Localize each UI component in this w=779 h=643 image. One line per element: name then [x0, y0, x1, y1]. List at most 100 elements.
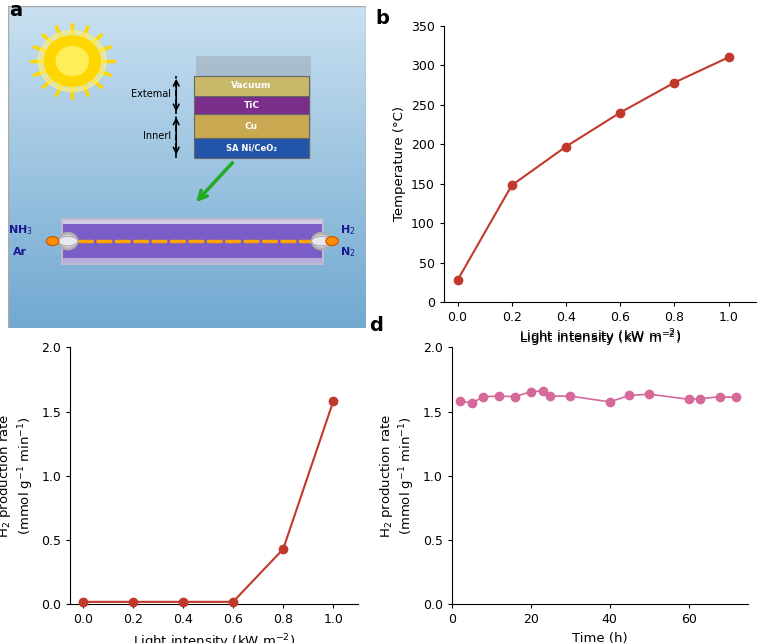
Polygon shape: [8, 193, 366, 196]
Polygon shape: [8, 90, 366, 93]
Polygon shape: [8, 190, 366, 193]
Polygon shape: [8, 132, 366, 135]
Polygon shape: [8, 170, 366, 174]
Polygon shape: [8, 93, 366, 96]
Polygon shape: [8, 318, 366, 322]
Ellipse shape: [58, 232, 78, 250]
Polygon shape: [8, 125, 366, 129]
Polygon shape: [8, 293, 366, 296]
Polygon shape: [8, 180, 366, 183]
Polygon shape: [8, 151, 366, 154]
Polygon shape: [8, 315, 366, 318]
Ellipse shape: [58, 237, 78, 246]
Text: SA Ni/CeO₂: SA Ni/CeO₂: [226, 143, 277, 152]
Polygon shape: [8, 16, 366, 19]
Polygon shape: [8, 296, 366, 299]
Polygon shape: [8, 241, 366, 244]
Polygon shape: [8, 100, 366, 103]
Polygon shape: [8, 55, 366, 58]
Polygon shape: [8, 177, 366, 180]
Polygon shape: [8, 148, 366, 151]
FancyBboxPatch shape: [62, 258, 323, 264]
Y-axis label: H$_2$ production rate
(mmol g$^{-1}$ min$^{-1}$): H$_2$ production rate (mmol g$^{-1}$ min…: [378, 413, 418, 538]
Polygon shape: [8, 264, 366, 267]
Polygon shape: [8, 109, 366, 113]
Circle shape: [56, 46, 88, 75]
Polygon shape: [8, 219, 366, 222]
Circle shape: [44, 36, 100, 86]
Polygon shape: [8, 196, 366, 199]
Ellipse shape: [312, 234, 331, 248]
Text: d: d: [369, 316, 382, 336]
Polygon shape: [8, 135, 366, 138]
Polygon shape: [8, 106, 366, 109]
FancyBboxPatch shape: [194, 138, 308, 158]
Polygon shape: [8, 248, 366, 251]
Y-axis label: H$_2$ production rate
(mmol g$^{-1}$ min$^{-1}$): H$_2$ production rate (mmol g$^{-1}$ min…: [0, 413, 36, 538]
Polygon shape: [8, 138, 366, 141]
Polygon shape: [8, 23, 366, 26]
Polygon shape: [8, 251, 366, 254]
Polygon shape: [8, 74, 366, 77]
Polygon shape: [8, 164, 366, 167]
Polygon shape: [8, 116, 366, 119]
Polygon shape: [8, 222, 366, 225]
Polygon shape: [8, 280, 366, 283]
Polygon shape: [8, 231, 366, 235]
Ellipse shape: [326, 237, 338, 246]
Polygon shape: [8, 129, 366, 132]
FancyBboxPatch shape: [196, 57, 311, 159]
Polygon shape: [8, 158, 366, 161]
Polygon shape: [8, 254, 366, 257]
Polygon shape: [8, 212, 366, 215]
Text: Cu: Cu: [245, 122, 258, 131]
Polygon shape: [8, 68, 366, 71]
FancyBboxPatch shape: [194, 114, 308, 138]
Polygon shape: [8, 215, 366, 219]
Polygon shape: [8, 174, 366, 177]
Polygon shape: [8, 309, 366, 312]
Polygon shape: [8, 235, 366, 238]
Text: a: a: [9, 1, 22, 20]
X-axis label: Time (h): Time (h): [572, 632, 628, 643]
Polygon shape: [8, 45, 366, 48]
Circle shape: [38, 30, 106, 91]
Polygon shape: [8, 299, 366, 302]
Polygon shape: [8, 228, 366, 231]
Text: NH$_3$: NH$_3$: [8, 223, 33, 237]
Polygon shape: [8, 42, 366, 45]
Polygon shape: [8, 270, 366, 273]
Title: Light intensity (kW m$^{-2}$): Light intensity (kW m$^{-2}$): [519, 328, 681, 347]
Polygon shape: [8, 119, 366, 122]
Polygon shape: [8, 260, 366, 264]
Polygon shape: [8, 154, 366, 158]
Ellipse shape: [312, 232, 331, 250]
Text: TiC: TiC: [244, 101, 259, 109]
Text: Innerl: Innerl: [143, 131, 171, 141]
Polygon shape: [8, 206, 366, 209]
Text: Extemal: Extemal: [131, 89, 171, 98]
Polygon shape: [8, 64, 366, 68]
Polygon shape: [8, 225, 366, 228]
FancyBboxPatch shape: [194, 96, 308, 114]
Polygon shape: [8, 61, 366, 64]
Polygon shape: [8, 203, 366, 206]
Polygon shape: [8, 283, 366, 286]
Polygon shape: [8, 77, 366, 80]
Polygon shape: [8, 103, 366, 106]
Polygon shape: [8, 35, 366, 39]
Polygon shape: [8, 87, 366, 90]
Text: Ar: Ar: [13, 248, 27, 257]
Ellipse shape: [46, 237, 59, 246]
Text: N$_2$: N$_2$: [340, 246, 356, 259]
Polygon shape: [8, 29, 366, 32]
Polygon shape: [8, 39, 366, 42]
Text: b: b: [375, 9, 390, 28]
Polygon shape: [8, 199, 366, 203]
Ellipse shape: [58, 234, 78, 248]
Polygon shape: [8, 26, 366, 29]
Polygon shape: [8, 48, 366, 51]
Polygon shape: [8, 6, 366, 10]
Polygon shape: [8, 51, 366, 55]
Polygon shape: [8, 267, 366, 270]
